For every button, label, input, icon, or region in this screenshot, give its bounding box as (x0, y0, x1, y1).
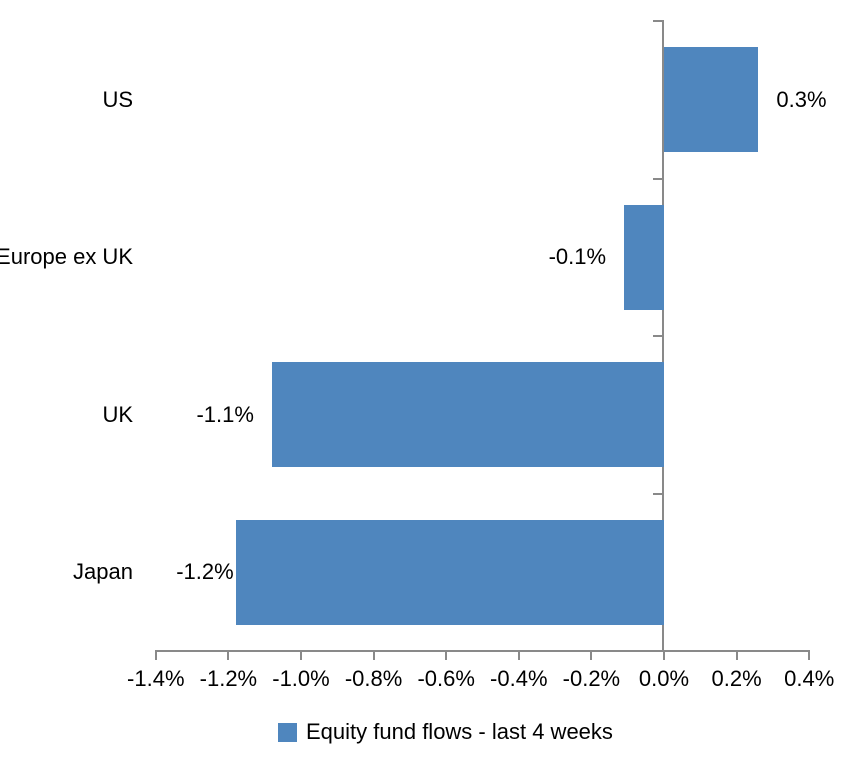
bar-europe-ex-uk (624, 204, 664, 310)
bar-value-label: -1.1% (196, 401, 254, 427)
category-axis-tick (653, 492, 662, 495)
legend: Equity fund flows - last 4 weeks (278, 719, 613, 745)
x-axis-tick-label: -1.4% (127, 666, 185, 691)
x-axis-tick (445, 651, 448, 660)
x-axis-tick (372, 651, 375, 660)
legend-swatch (278, 722, 297, 742)
x-axis-tick-label: -1.0% (272, 666, 330, 691)
bar-uk (271, 362, 664, 468)
x-axis-tick-label: -0.2% (562, 666, 621, 691)
bar-value-label: -0.1% (548, 244, 607, 270)
x-axis-tick (227, 651, 230, 660)
category-label: UK (102, 401, 133, 427)
category-axis-tick (653, 20, 662, 22)
x-axis-tick (808, 651, 811, 660)
x-axis-tick-label: -0.4% (490, 666, 548, 691)
bar-value-label: -1.2% (176, 559, 234, 585)
x-axis-tick-label: 0.2% (711, 666, 762, 691)
x-axis-tick (517, 651, 520, 660)
x-axis-tick (663, 651, 665, 660)
category-label: Japan (73, 559, 133, 585)
category-label: Europe ex UK (0, 244, 133, 270)
x-axis-tick-label: 0.4% (784, 666, 835, 691)
x-axis-tick (735, 651, 738, 660)
x-axis-tick (300, 651, 302, 660)
x-axis-tick (590, 651, 593, 660)
x-axis-line (154, 650, 811, 652)
x-axis-tick-label: -0.8% (344, 666, 403, 691)
category-label: US (102, 86, 133, 112)
x-axis-tick (154, 651, 157, 660)
x-axis-tick-label: -0.6% (417, 666, 475, 691)
category-axis-line (662, 20, 664, 651)
x-axis-tick-label: 0.0% (638, 666, 690, 691)
x-axis-tick-label: -1.2% (199, 666, 258, 691)
bar-japan (235, 519, 664, 625)
category-axis-tick (653, 335, 662, 337)
legend-label: Equity fund flows - last 4 weeks (306, 719, 613, 744)
bar-us (664, 47, 759, 153)
category-axis-tick (653, 177, 662, 180)
bar-value-label: 0.3% (776, 86, 827, 112)
